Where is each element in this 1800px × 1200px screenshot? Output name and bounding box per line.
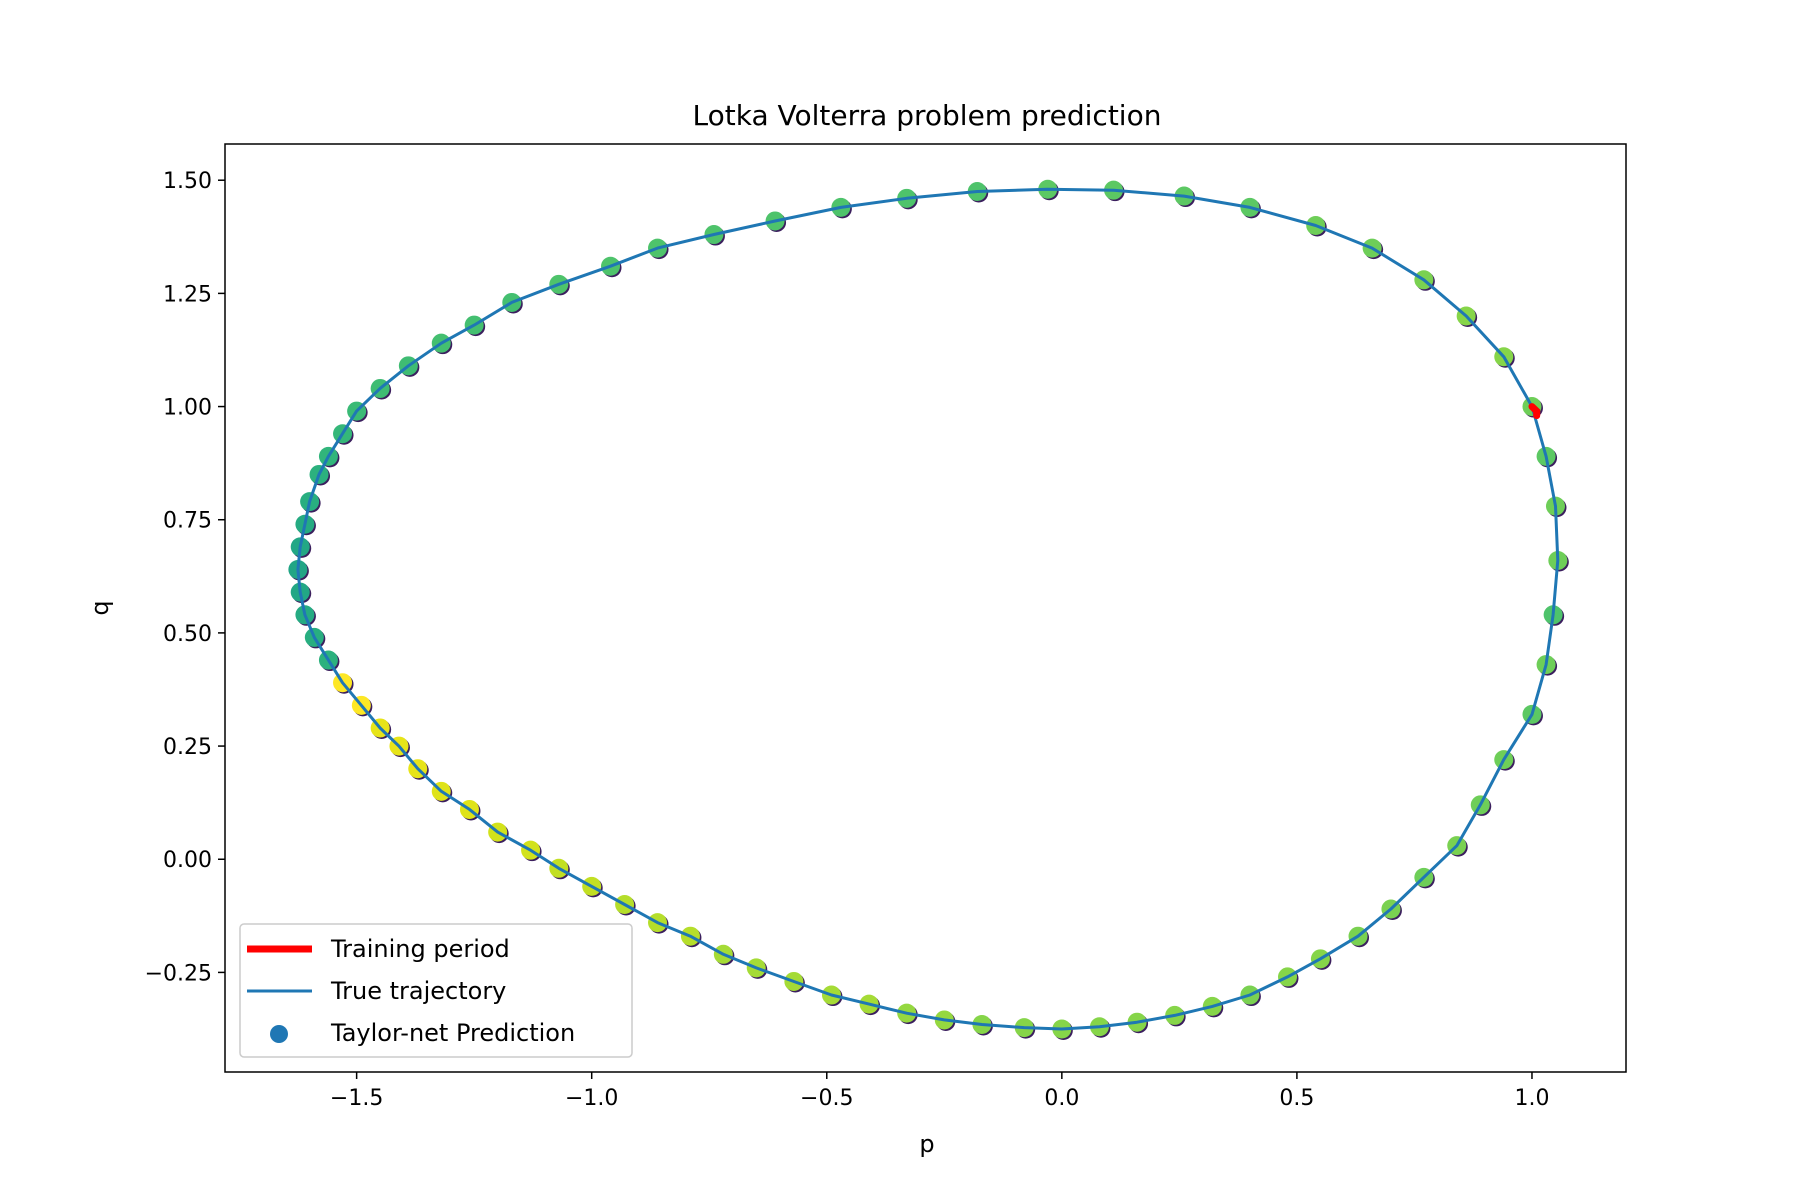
- x-tick-label: 0.5: [1279, 1086, 1314, 1111]
- series-layer: [288, 179, 1569, 1040]
- x-tick-label: −0.5: [800, 1086, 853, 1111]
- legend: Training period True trajectory Taylor-n…: [239, 923, 633, 1058]
- x-axis-label: p: [919, 1130, 934, 1158]
- y-axis-label: q: [86, 600, 114, 615]
- x-tick-label: 1.0: [1514, 1086, 1549, 1111]
- legend-label-taylor-net-prediction: Taylor-net Prediction: [330, 1019, 575, 1047]
- y-tick-label: 1.25: [163, 282, 212, 307]
- chart-title: Lotka Volterra problem prediction: [693, 99, 1162, 132]
- training-period-line: [1528, 403, 1541, 420]
- y-tick-label: 0.00: [163, 848, 212, 873]
- true-trajectory-line: [296, 187, 1560, 1031]
- y-tick-label: 0.75: [163, 509, 212, 534]
- plot-frame: [224, 143, 1627, 1073]
- y-tick-label: 0.25: [163, 735, 212, 760]
- legend-box: [239, 923, 633, 1058]
- legend-swatch-taylor-net-prediction: [270, 1025, 288, 1043]
- legend-label-true-trajectory: True trajectory: [330, 977, 506, 1005]
- x-axis: −1.5 −1.0 −0.5 0.0 0.5 1.0: [330, 1072, 1549, 1111]
- x-tick-label: 0.0: [1044, 1086, 1079, 1111]
- y-tick-label: 1.50: [163, 169, 212, 194]
- y-axis: −0.25 0.00 0.25 0.50 0.75 1.00 1.25 1.50: [145, 169, 225, 986]
- y-tick-label: −0.25: [145, 961, 212, 986]
- y-tick-label: 0.50: [163, 622, 212, 647]
- x-tick-label: −1.5: [330, 1086, 383, 1111]
- x-tick-label: −1.0: [565, 1086, 618, 1111]
- y-tick-label: 1.00: [163, 396, 212, 421]
- legend-label-training-period: Training period: [330, 935, 510, 963]
